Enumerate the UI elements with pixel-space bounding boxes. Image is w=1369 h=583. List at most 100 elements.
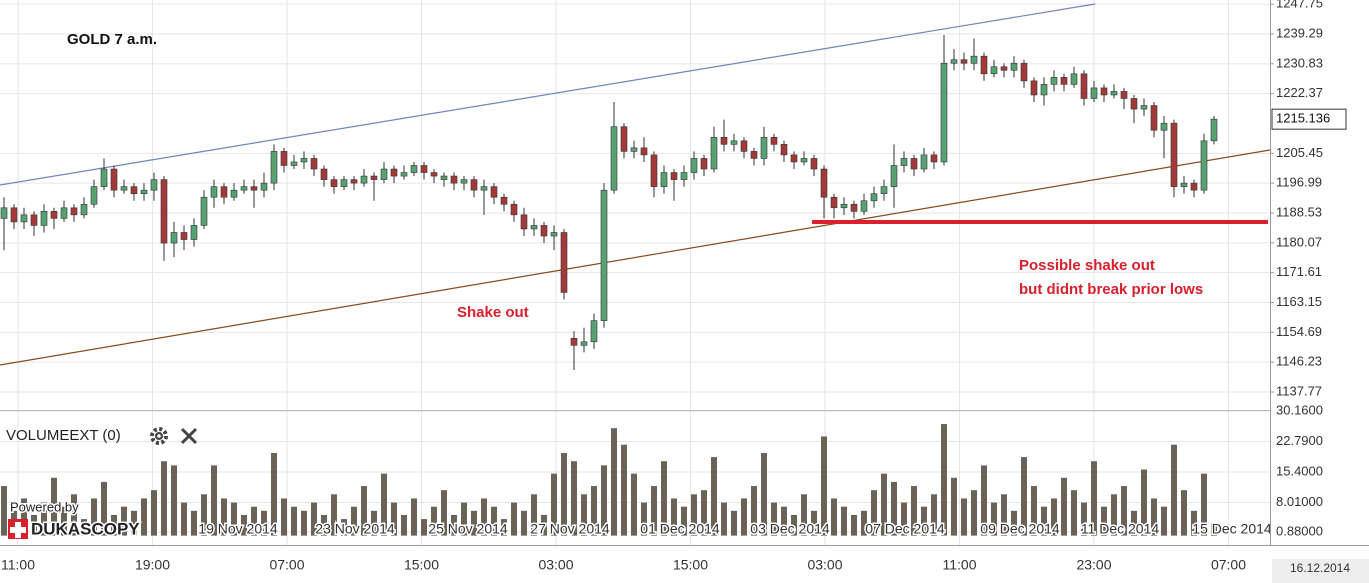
candle-body bbox=[460, 179, 468, 184]
volume-bar bbox=[931, 494, 937, 536]
volume-panel: 19 Nov 2014 23 Nov 2014 25 Nov 2014 27 Nov … bbox=[1, 424, 1270, 538]
volume-bar bbox=[861, 510, 867, 536]
candle-body bbox=[870, 193, 878, 202]
volume-bar bbox=[431, 506, 437, 536]
y2-tick-label: 15.4000 bbox=[1276, 463, 1323, 478]
candle-body bbox=[420, 165, 428, 173]
candle-body bbox=[360, 175, 368, 184]
volume-bar bbox=[501, 519, 507, 536]
y-tick-label: 1137.77 bbox=[1276, 383, 1322, 398]
candle-body bbox=[650, 154, 658, 187]
volume-bar bbox=[481, 498, 487, 536]
candle-body bbox=[1010, 62, 1018, 71]
volume-bar bbox=[631, 473, 637, 536]
y-tick-label: 1163.15 bbox=[1276, 294, 1322, 309]
candle-body bbox=[1120, 91, 1128, 99]
candle-body bbox=[790, 154, 798, 163]
volume-bar bbox=[831, 498, 837, 536]
volume-bar bbox=[711, 457, 717, 536]
date-label: 11 Dec 2014 bbox=[1081, 521, 1160, 537]
candle-body bbox=[540, 225, 548, 237]
volume-bar bbox=[131, 510, 137, 536]
candle-body bbox=[380, 168, 388, 180]
candle-body bbox=[90, 186, 98, 205]
candle-body bbox=[210, 186, 218, 198]
date-label: 03 Dec 2014 bbox=[750, 521, 830, 537]
candle-body bbox=[670, 172, 678, 180]
y2-tick-label: 0.88000 bbox=[1276, 523, 1323, 538]
y2-tick-label: 30.1600 bbox=[1276, 402, 1323, 417]
volume-bar bbox=[381, 473, 387, 536]
volume-bar bbox=[921, 506, 927, 536]
candle-body bbox=[690, 158, 698, 173]
candle-body bbox=[990, 66, 998, 75]
volume-bar bbox=[91, 498, 97, 536]
volume-bar bbox=[251, 506, 257, 536]
date-box bbox=[1272, 559, 1369, 583]
volume-bar bbox=[311, 502, 317, 536]
volume-bar bbox=[1081, 502, 1087, 536]
candle-body bbox=[770, 136, 778, 145]
volume-bar bbox=[1061, 477, 1067, 536]
volume-bar bbox=[141, 498, 147, 536]
candle-body bbox=[590, 320, 598, 343]
volume-bar bbox=[161, 461, 167, 536]
candle-body bbox=[640, 147, 648, 156]
volume-bar bbox=[821, 436, 827, 536]
date-label: 23 Nov 2014 bbox=[315, 521, 395, 537]
candle-body bbox=[170, 232, 178, 244]
volume-bar bbox=[351, 506, 357, 536]
volume-bar bbox=[421, 519, 427, 536]
date-label: 09 Dec 2014 bbox=[980, 521, 1060, 537]
volume-bar bbox=[531, 494, 537, 536]
volume-bar bbox=[811, 510, 817, 536]
candle-body bbox=[440, 175, 448, 180]
volume-bar bbox=[731, 510, 737, 536]
volume-bar bbox=[1191, 510, 1197, 536]
volume-bar bbox=[741, 498, 747, 536]
x-tick-label: 15:00 bbox=[673, 557, 708, 573]
volume-bar bbox=[391, 502, 397, 536]
volume-bar bbox=[1, 486, 7, 536]
y2-tick-label: 22.7900 bbox=[1276, 433, 1323, 448]
settings-icon[interactable] bbox=[150, 427, 168, 445]
candle-body bbox=[410, 165, 418, 173]
volume-bar bbox=[291, 506, 297, 536]
candle-body bbox=[900, 158, 908, 166]
candle-body bbox=[550, 232, 558, 237]
volume-bar bbox=[1211, 523, 1217, 536]
candle-body bbox=[220, 186, 228, 198]
volume-bar bbox=[21, 498, 27, 536]
volume-bar bbox=[1131, 510, 1137, 536]
candle-body bbox=[100, 168, 108, 187]
close-icon[interactable] bbox=[180, 427, 198, 445]
y-tick-label: 1222.37 bbox=[1276, 85, 1323, 100]
candle-body bbox=[10, 207, 18, 223]
candle-body bbox=[160, 179, 168, 244]
volume-bar bbox=[1181, 490, 1187, 536]
volume-bar bbox=[961, 498, 967, 536]
price-box bbox=[1271, 108, 1347, 130]
candle-body bbox=[1100, 87, 1108, 96]
candle-body bbox=[1000, 66, 1008, 71]
candle-body bbox=[60, 207, 68, 219]
candle-body bbox=[250, 186, 258, 191]
x-tick-label: 19:00 bbox=[135, 557, 170, 573]
volume-bar bbox=[221, 498, 227, 536]
volume-bar bbox=[651, 486, 657, 536]
candle-body bbox=[1190, 182, 1198, 191]
candle-body bbox=[1030, 80, 1038, 96]
volume-bar bbox=[591, 486, 597, 536]
candle-body bbox=[130, 186, 138, 194]
volume-bar bbox=[261, 510, 267, 536]
volume-bar bbox=[641, 502, 647, 536]
branding-text: DUKASCOPY bbox=[31, 519, 140, 538]
date-label: 19 Nov 2014 bbox=[198, 521, 278, 537]
candle-body bbox=[820, 168, 828, 198]
indicator-title: VOLUMEEXT (0) bbox=[6, 427, 121, 444]
volume-bar bbox=[571, 461, 577, 536]
x-tick-label: 07:00 bbox=[1211, 557, 1246, 573]
candle-body bbox=[700, 158, 708, 170]
candle-body bbox=[40, 211, 48, 226]
